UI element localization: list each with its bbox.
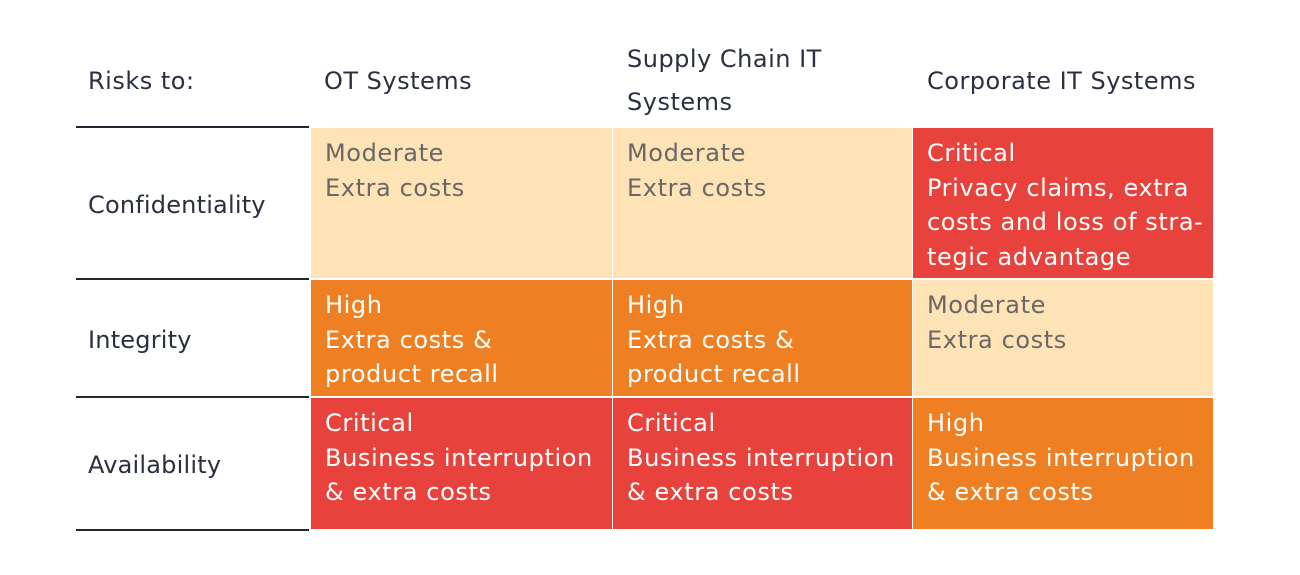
risk-cell-confidentiality-corporate: Critical Privacy claims, extra costs and… xyxy=(913,128,1213,278)
risk-impact: Extra costs & xyxy=(325,325,493,354)
risk-cell-confidentiality-supply-chain: Moderate Extra costs xyxy=(613,128,912,278)
risk-impact: product recall xyxy=(325,360,499,388)
header-risks-label: Risks to: xyxy=(88,67,195,95)
risk-cell-availability-supply-chain: Critical Business interruption & extra c… xyxy=(613,398,912,529)
risk-impact: & extra costs xyxy=(627,478,794,506)
risk-cell-availability-corporate: High Business interruption & extra costs xyxy=(913,398,1213,529)
risk-level: Critical xyxy=(325,409,414,437)
risk-impact: Privacy claims, extra xyxy=(927,173,1190,202)
risk-impact: Business interruption xyxy=(325,443,593,472)
column-header-line: Systems xyxy=(627,88,733,116)
column-header-line: Corporate IT Systems xyxy=(927,67,1196,95)
risk-impact: product recall xyxy=(627,360,801,388)
row-divider xyxy=(76,529,309,531)
risk-impact: Extra costs xyxy=(627,173,767,202)
risk-impact: Extra costs xyxy=(927,325,1067,354)
risk-impact: & extra costs xyxy=(927,478,1094,506)
risk-cell-availability-ot: Critical Business interruption & extra c… xyxy=(311,398,612,529)
risk-level: Critical xyxy=(627,409,716,437)
risk-level: Moderate xyxy=(627,139,746,167)
column-header-ot-systems: OT Systems xyxy=(324,60,472,103)
row-divider xyxy=(76,278,309,280)
risk-impact: Business interruption xyxy=(927,443,1195,472)
risk-impact: Extra costs xyxy=(325,173,465,202)
risk-cell-integrity-supply-chain: High Extra costs & product recall xyxy=(613,280,912,396)
row-divider xyxy=(76,396,309,398)
column-header-line: OT Systems xyxy=(324,67,473,95)
column-header-supply-chain-it-systems: Supply Chain IT Systems xyxy=(627,38,822,124)
risk-level: Moderate xyxy=(325,139,444,167)
risk-impact: & extra costs xyxy=(325,478,492,506)
risk-cell-confidentiality-ot: Moderate Extra costs xyxy=(311,128,612,278)
row-label-confidentiality: Confidentiality xyxy=(88,191,266,219)
risk-impact: costs and loss of stra- xyxy=(927,208,1204,236)
column-header-line: Supply Chain IT xyxy=(627,45,822,73)
risk-level: Critical xyxy=(927,139,1016,167)
risk-level: High xyxy=(325,291,383,319)
risk-impact: Business interruption xyxy=(627,443,895,472)
row-label-availability: Availability xyxy=(88,451,222,479)
risk-impact: tegic advantage xyxy=(927,242,1132,271)
column-header-corporate-it-systems: Corporate IT Systems xyxy=(927,60,1196,103)
risk-impact: Extra costs & xyxy=(627,325,795,354)
risk-level: Moderate xyxy=(927,291,1046,319)
risk-cell-integrity-corporate: Moderate Extra costs xyxy=(913,280,1213,396)
risk-level: High xyxy=(627,291,685,319)
risk-level: High xyxy=(927,409,985,437)
risk-cell-integrity-ot: High Extra costs & product recall xyxy=(311,280,612,396)
row-label-integrity: Integrity xyxy=(88,326,192,354)
row-divider xyxy=(76,126,309,128)
